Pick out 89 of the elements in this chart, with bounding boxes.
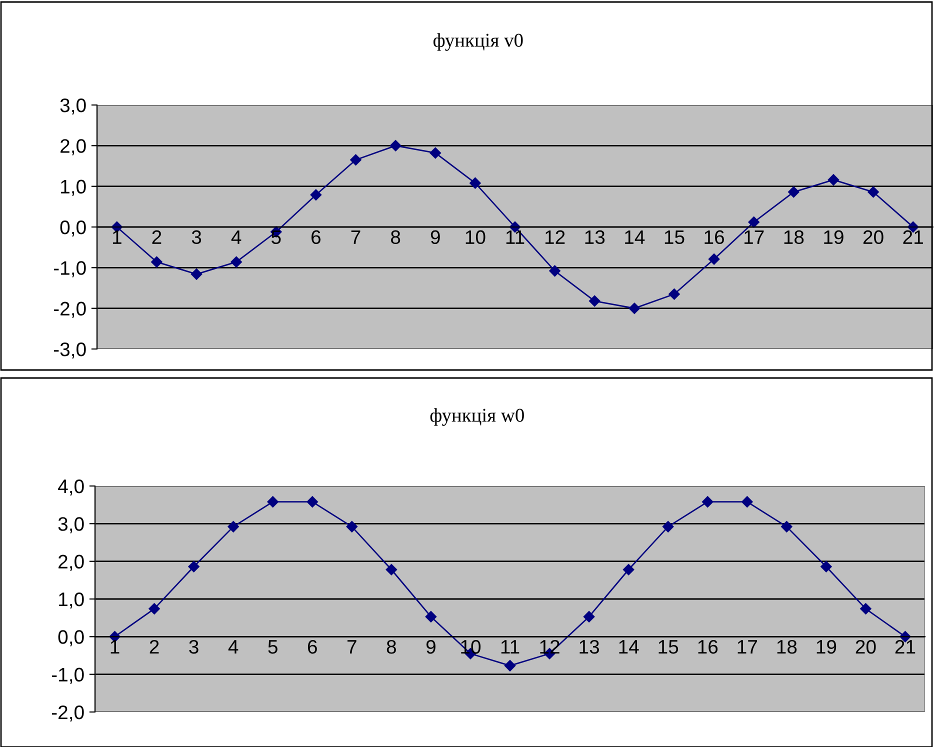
y-tick-label: 4,0 [58,479,84,496]
x-tick-label: 17 [744,230,764,244]
point [346,521,358,532]
x-tick-label: 11 [501,640,520,654]
x-tick-label: 4 [228,640,238,654]
point [425,611,437,622]
y-tick-label: 0,0 [58,630,84,646]
x-tick-label: 11 [506,230,524,244]
y-tick-label: 1,0 [59,592,84,609]
x-tick-label: 7 [347,640,356,654]
point [828,174,840,186]
y-tick-label: -1,0 [54,261,86,278]
x-tick-label: 2 [150,640,159,654]
x-tick-label: 4 [231,230,242,244]
point [708,254,720,265]
x-tick-label: 18 [784,230,804,244]
x-tick-label: 21 [895,640,916,654]
x-tick-label: 19 [816,640,836,654]
point [310,189,322,200]
y-tick-label: 3,0 [58,517,84,534]
x-tick-label: 13 [580,640,600,654]
point [306,496,318,508]
x-tick-label: 5 [268,640,278,654]
y-tick-label: -3,0 [54,342,86,359]
point [386,564,398,576]
point [148,603,160,614]
point [190,268,202,280]
x-tick-label: 2 [152,230,162,244]
point [702,496,714,508]
x-tick-label: 7 [351,230,360,244]
point [583,611,595,622]
x-tick-label: 16 [704,230,724,244]
point [781,521,792,532]
x-tick-label: 3 [192,230,202,244]
x-tick-label: 9 [430,230,440,244]
y-tick-label: 0,0 [60,220,86,237]
point [188,561,200,572]
y-tick-label: -2,0 [54,302,86,318]
point [390,140,402,152]
x-tick-label: 13 [585,230,605,244]
y-tick-label: 2,0 [58,554,84,571]
chart-title: функція w0 [430,408,524,426]
x-tick-label: 17 [738,640,757,654]
point [589,295,600,307]
y-tick-label: 1,0 [61,180,86,196]
x-tick-label: 16 [698,640,718,654]
point [350,154,362,166]
point [668,288,680,300]
point [628,302,640,314]
x-tick-label: 12 [545,230,565,244]
x-tick-label: 21 [903,230,923,244]
point [820,561,832,572]
point [868,186,879,198]
x-tick-label: 15 [658,640,678,654]
point [151,256,162,268]
x-tick-label: 6 [312,230,321,244]
point [267,496,278,508]
point [860,603,872,614]
point [662,521,674,532]
point [748,216,760,228]
point [622,564,634,576]
y-tick-label: -1,0 [52,668,84,684]
point [788,186,800,198]
x-tick-label: 20 [863,230,884,244]
point [549,265,560,277]
x-tick-label: 10 [466,230,486,244]
x-tick-label: 14 [625,230,645,244]
x-tick-label: 1 [112,230,122,244]
x-tick-label: 9 [426,640,436,654]
x-tick-label: 8 [386,640,396,654]
point [228,521,239,532]
y-tick-label: -2,0 [52,705,84,722]
x-tick-label: 15 [664,230,684,244]
point [504,660,516,672]
y-tick-label: 3,0 [60,98,86,115]
point [430,147,441,159]
point [230,256,242,268]
y-tick-label: 2,0 [60,139,86,156]
x-tick-label: 3 [189,640,198,654]
x-tick-label: 1 [110,640,120,654]
point [470,177,481,189]
x-tick-label: 8 [391,230,400,244]
x-tick-label: 20 [856,640,876,654]
x-tick-label: 14 [619,640,639,654]
x-tick-label: 6 [308,640,317,654]
point [742,496,753,508]
x-tick-label: 18 [777,640,797,654]
chart-title: функція v0 [433,33,523,51]
x-tick-label: 19 [824,230,844,244]
